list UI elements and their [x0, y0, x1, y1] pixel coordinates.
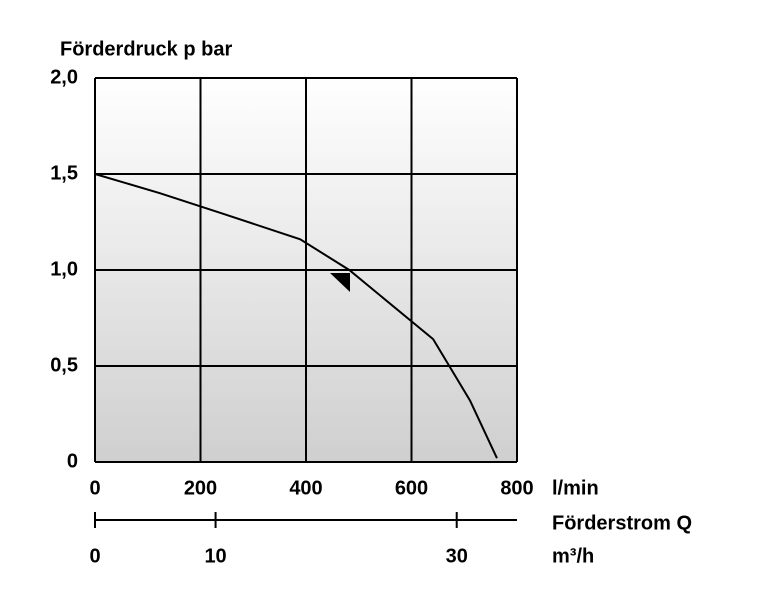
x2-tick-label: 10	[204, 545, 226, 567]
x2-tick-label: 30	[446, 545, 468, 567]
x-tick-label: 400	[289, 477, 322, 499]
y-axis-label: Förderdruck p bar	[60, 38, 232, 60]
x2-axis-label: Förderstrom Q	[552, 512, 692, 534]
x-tick-label: 800	[500, 477, 533, 499]
x-tick-label: 600	[395, 477, 428, 499]
y-tick-label: 0,5	[50, 354, 78, 376]
operating-point-marker	[330, 273, 350, 292]
y-tick-label: 1,5	[50, 162, 78, 184]
x-tick-label: 0	[89, 477, 100, 499]
y-tick-label: 1,0	[50, 258, 78, 280]
x-tick-label: 200	[184, 477, 217, 499]
y-tick-label: 2,0	[50, 66, 78, 88]
x2-axis-unit: m³/h	[552, 545, 594, 567]
x2-tick-label: 0	[89, 545, 100, 567]
y-tick-label: 0	[67, 450, 78, 472]
curve	[94, 173, 498, 459]
x-axis-label: l/min	[552, 477, 599, 499]
